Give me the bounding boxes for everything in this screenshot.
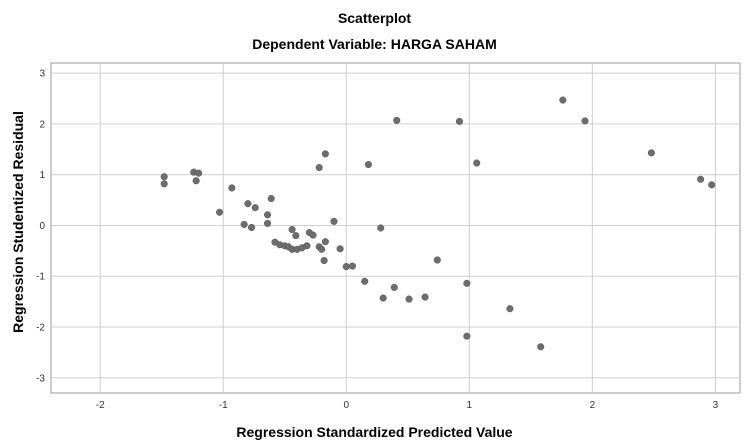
data-point (559, 96, 567, 104)
data-point (336, 245, 344, 253)
x-tick-label: 3 (713, 400, 719, 411)
data-point (506, 305, 514, 313)
data-point (251, 204, 259, 212)
data-point (244, 200, 252, 208)
data-point (320, 256, 328, 265)
x-axis-label: Regression Standardized Predicted Value (236, 424, 513, 440)
data-point (421, 293, 429, 301)
data-points (160, 96, 716, 351)
data-point (195, 169, 203, 177)
chart-title: Scatterplot (337, 10, 412, 26)
data-point (303, 242, 311, 250)
data-point (473, 159, 481, 167)
data-point (263, 211, 272, 219)
data-point (247, 223, 256, 232)
x-tick-label: -2 (96, 400, 105, 411)
x-tick-label: 2 (590, 400, 596, 411)
data-point (647, 149, 655, 157)
data-point (315, 164, 323, 172)
data-point (192, 177, 200, 185)
data-point (330, 217, 338, 225)
data-point (708, 181, 716, 189)
data-point (390, 283, 398, 291)
y-tick-label: 2 (39, 119, 45, 130)
tick-labels: -2 -1 0 1 2 3 -3 -2 -1 0 1 2 3 (36, 69, 719, 411)
data-point (321, 238, 329, 246)
y-axis-label: Regression Studentized Residual (10, 111, 26, 333)
data-point (379, 294, 387, 302)
data-point (267, 195, 275, 203)
data-point (228, 184, 236, 192)
y-tick-label: 0 (39, 221, 45, 232)
data-point (240, 220, 248, 228)
x-tick-label: -1 (219, 400, 228, 411)
data-point (455, 117, 464, 125)
data-point (318, 245, 326, 253)
data-point (463, 279, 471, 287)
data-point (292, 232, 300, 240)
data-point (342, 263, 350, 271)
data-point (263, 219, 272, 227)
data-point (537, 343, 545, 351)
data-point (216, 208, 224, 216)
data-point (361, 277, 369, 285)
data-point (433, 256, 441, 264)
data-point (348, 262, 356, 270)
chart-subtitle: Dependent Variable: HARGA SAHAM (252, 36, 497, 52)
x-tick-label: 1 (467, 400, 473, 411)
data-point (309, 231, 317, 239)
data-point (160, 173, 168, 181)
data-point (160, 180, 168, 188)
y-tick-label: 1 (39, 170, 45, 181)
y-tick-label: -1 (36, 272, 45, 283)
y-tick-label: -2 (36, 323, 45, 334)
y-tick-label: -3 (36, 373, 45, 384)
data-point (364, 160, 372, 169)
data-point (581, 117, 589, 125)
data-point (697, 175, 705, 183)
data-point (377, 224, 385, 232)
data-point (321, 150, 329, 158)
data-point (405, 295, 413, 303)
data-point (393, 116, 401, 124)
data-point (463, 332, 471, 340)
plot-area (50, 62, 741, 394)
x-tick-label: 0 (344, 400, 350, 411)
y-tick-label: 3 (39, 69, 45, 80)
data-point (288, 225, 296, 234)
